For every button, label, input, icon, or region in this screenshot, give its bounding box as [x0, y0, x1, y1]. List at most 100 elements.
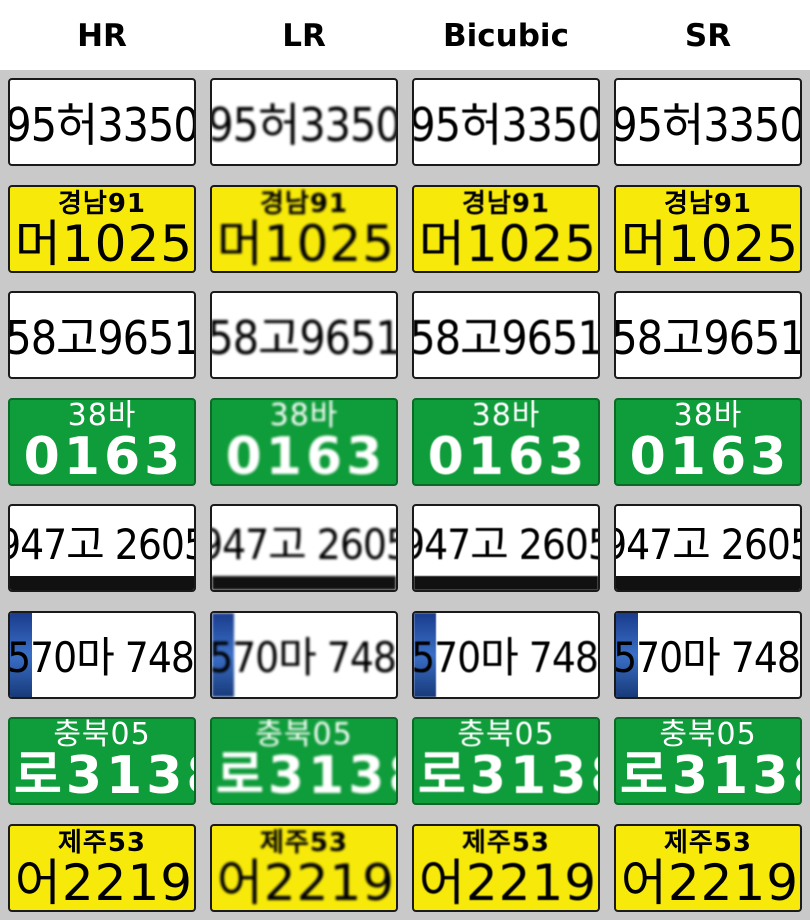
plate-number: 어2219 — [14, 853, 194, 912]
plate-bicubic-row-3: 58고9651 — [412, 291, 600, 379]
plate-number: 0163 — [427, 426, 589, 486]
plate-number: 570마 7486 — [412, 633, 598, 682]
plate-content: 충북05로3138 — [10, 719, 194, 803]
plate-content: 570마 7486 — [210, 612, 396, 697]
plate-number: 95허3350 — [8, 98, 196, 152]
plate-hr-row-2: 경남91 머1025 — [8, 184, 196, 273]
plate-region: 충북05 — [457, 717, 555, 752]
plate-region: 38바 — [673, 397, 743, 433]
plate-content: 충북05로3138 — [212, 719, 396, 803]
plate-content: 충북05로3138 — [616, 719, 800, 803]
plate-hr-row-8: 제주53 어2219 — [8, 823, 196, 912]
plate-region: 제주53 — [663, 827, 753, 858]
plate-sr-row-6: 570마 7486 — [614, 610, 802, 699]
plate-region: 경남91 — [57, 188, 147, 219]
header-lr: LR — [282, 18, 326, 54]
plate-number: 어2219 — [418, 853, 598, 912]
plate-sr-row-7: 충북05로3138 — [614, 717, 802, 805]
plate-hr-row-6: 570마 7486 — [8, 610, 196, 699]
plate-content: 58고9651 — [414, 293, 598, 377]
plate-content: 95허3350 — [10, 80, 194, 164]
plate-lr-row-8: 제주53 어2219 — [210, 823, 398, 912]
plate-number: 0163 — [23, 426, 185, 486]
plate-frame-strip — [212, 576, 396, 590]
plate-hr-row-3: 58고9651 — [8, 291, 196, 379]
plate-number: 머1025 — [216, 214, 396, 273]
plate-region: 제주53 — [259, 827, 349, 858]
plate-region: 38바 — [67, 397, 137, 433]
plate-content: 제주53 어2219 — [10, 826, 194, 910]
plate-content: 38바 0163 — [10, 400, 194, 484]
emblem-icon — [616, 612, 638, 697]
emblem-icon — [10, 612, 32, 697]
plate-frame-strip — [616, 576, 800, 590]
plate-region: 충북05 — [53, 717, 151, 752]
plate-number: 95허3350 — [412, 98, 600, 152]
plate-number: 58고9651 — [210, 311, 398, 365]
plate-number: 어2219 — [216, 853, 396, 912]
plate-region: 경남91 — [259, 188, 349, 219]
plate-number: 로3138 — [418, 746, 598, 805]
plate-content: 제주53 어2219 — [414, 826, 598, 910]
plate-grid: 95허3350 95허3350 95허3350 95허3350 경남91 머1025 경남9… — [0, 70, 810, 920]
plate-bicubic-row-1: 95허3350 — [412, 78, 600, 166]
plate-region: 38바 — [269, 397, 339, 433]
plate-region: 38바 — [471, 397, 541, 433]
plate-content: 58고9651 — [10, 293, 194, 377]
plate-sr-row-1: 95허3350 — [614, 78, 802, 166]
plate-number: 58고9651 — [8, 311, 196, 365]
plate-content: 제주53 어2219 — [212, 826, 396, 910]
plate-lr-row-2: 경남91 머1025 — [210, 184, 398, 273]
plate-region: 충북05 — [255, 717, 353, 752]
emblem-icon — [212, 612, 234, 697]
plate-bicubic-row-2: 경남91 머1025 — [412, 184, 600, 273]
plate-number: 58고9651 — [412, 311, 600, 365]
plate-bicubic-row-4: 38바 0163 — [412, 397, 600, 486]
plate-region: 경남91 — [663, 188, 753, 219]
plate-hr-row-1: 95허3350 — [8, 78, 196, 166]
plate-content: 570마 7486 — [412, 612, 598, 697]
plate-hr-row-4: 38바 0163 — [8, 397, 196, 486]
plate-content: 95허3350 — [212, 80, 396, 164]
plate-content: 경남91 머1025 — [212, 187, 396, 271]
plate-number: 로3138 — [620, 746, 800, 805]
plate-content: 95허3350 — [414, 80, 598, 164]
header-sr: SR — [684, 18, 732, 54]
plate-frame-strip — [10, 576, 194, 590]
column-headers: HR LR Bicubic SR — [0, 0, 810, 70]
plate-sr-row-8: 제주53 어2219 — [614, 823, 802, 912]
plate-sr-row-2: 경남91 머1025 — [614, 184, 802, 273]
plate-content: 58고9651 — [212, 293, 396, 377]
plate-number: 머1025 — [14, 214, 194, 273]
plate-number: 570마 7486 — [210, 633, 396, 682]
plate-number: 570마 7486 — [614, 633, 800, 682]
plate-number: 로3138 — [216, 746, 396, 805]
plate-number: 95허3350 — [614, 98, 802, 152]
plate-sr-row-4: 38바 0163 — [614, 397, 802, 486]
plate-content: 38바 0163 — [616, 400, 800, 484]
plate-bicubic-row-6: 570마 7486 — [412, 610, 600, 699]
plate-content: 570마 7486 — [10, 612, 194, 697]
plate-lr-row-1: 95허3350 — [210, 78, 398, 166]
plate-content: 570마 7486 — [614, 612, 800, 697]
plate-number: 머1025 — [620, 214, 800, 273]
plate-region: 경남91 — [461, 188, 551, 219]
plate-number: 어2219 — [620, 853, 800, 912]
plate-bicubic-row-7: 충북05로3138 — [412, 717, 600, 805]
plate-number: 58고9651 — [614, 311, 802, 365]
plate-number: 95허3350 — [210, 98, 398, 152]
plate-hr-row-7: 충북05로3138 — [8, 717, 196, 805]
plate-content: 95허3350 — [616, 80, 800, 164]
